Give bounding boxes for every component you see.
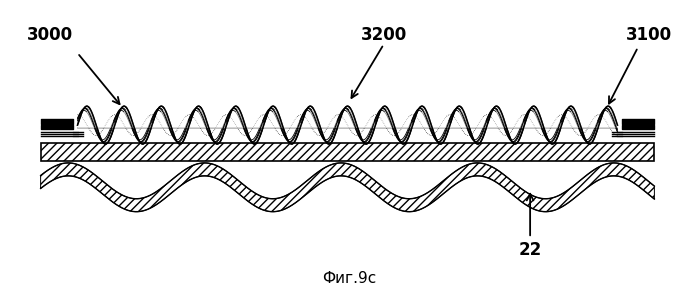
Text: Фиг.9с: Фиг.9с — [322, 271, 376, 286]
Polygon shape — [40, 163, 655, 212]
Text: 22: 22 — [519, 241, 542, 259]
Bar — [40, 143, 655, 161]
Text: 3200: 3200 — [361, 26, 407, 45]
Text: 3000: 3000 — [27, 26, 73, 45]
Text: 3100: 3100 — [625, 26, 671, 45]
